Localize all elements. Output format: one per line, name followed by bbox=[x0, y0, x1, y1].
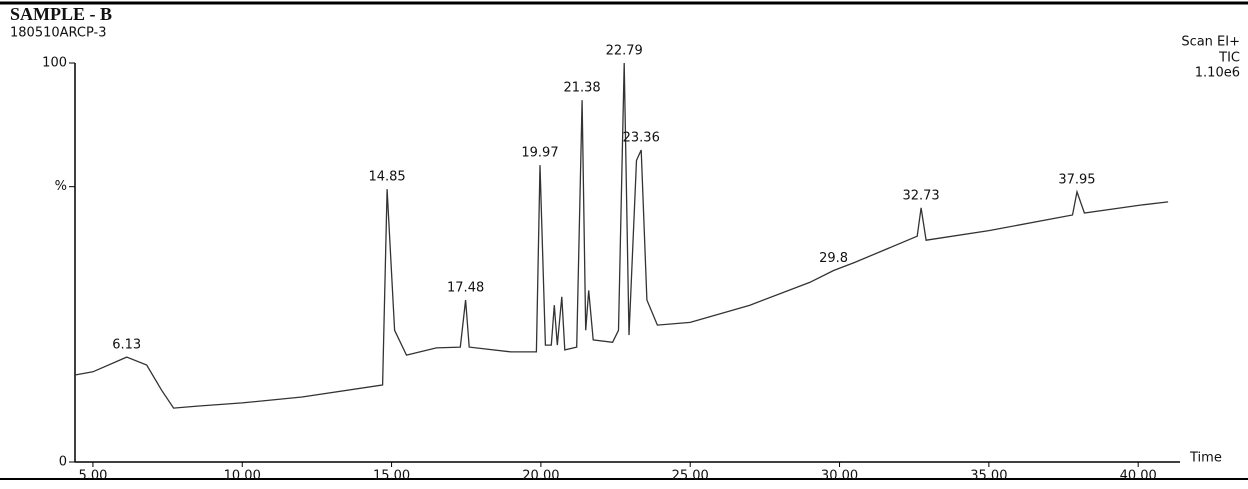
trace bbox=[74, 62, 1169, 409]
x-tick-label: 40.00 bbox=[1120, 469, 1157, 484]
peak-label: 6.13 bbox=[112, 338, 141, 353]
y-tick-label: % bbox=[55, 179, 67, 194]
x-tick-label: 30.00 bbox=[821, 469, 858, 484]
peak-label: 29.8 bbox=[819, 251, 848, 266]
x-tick-label: 5.00 bbox=[78, 469, 107, 484]
y-tick-label: 100 bbox=[42, 56, 67, 71]
chart-title: SAMPLE - B bbox=[10, 4, 112, 24]
x-axis-label: Time bbox=[1189, 451, 1222, 466]
peak-label: 21.38 bbox=[563, 81, 600, 96]
peak-label: 37.95 bbox=[1058, 172, 1095, 187]
annotation: 1.10e6 bbox=[1195, 66, 1240, 81]
peak-label: 14.85 bbox=[368, 170, 405, 185]
peak-label: 19.97 bbox=[521, 146, 558, 161]
x-tick-label: 20.00 bbox=[522, 469, 559, 484]
y-tick-label: 0 bbox=[59, 455, 67, 470]
x-tick-label: 15.00 bbox=[373, 469, 410, 484]
peak-label: 23.36 bbox=[623, 130, 660, 145]
x-tick-label: 10.00 bbox=[224, 469, 261, 484]
annotation: Scan EI+ bbox=[1181, 35, 1240, 50]
peak-label: 17.48 bbox=[447, 281, 484, 296]
peak-label: 32.73 bbox=[902, 188, 939, 203]
annotation: TIC bbox=[1218, 51, 1240, 66]
x-tick-label: 35.00 bbox=[970, 469, 1007, 484]
chart-subtitle: 180510ARCP-3 bbox=[10, 26, 107, 41]
x-tick-label: 25.00 bbox=[672, 469, 709, 484]
peak-label: 22.79 bbox=[606, 44, 643, 59]
